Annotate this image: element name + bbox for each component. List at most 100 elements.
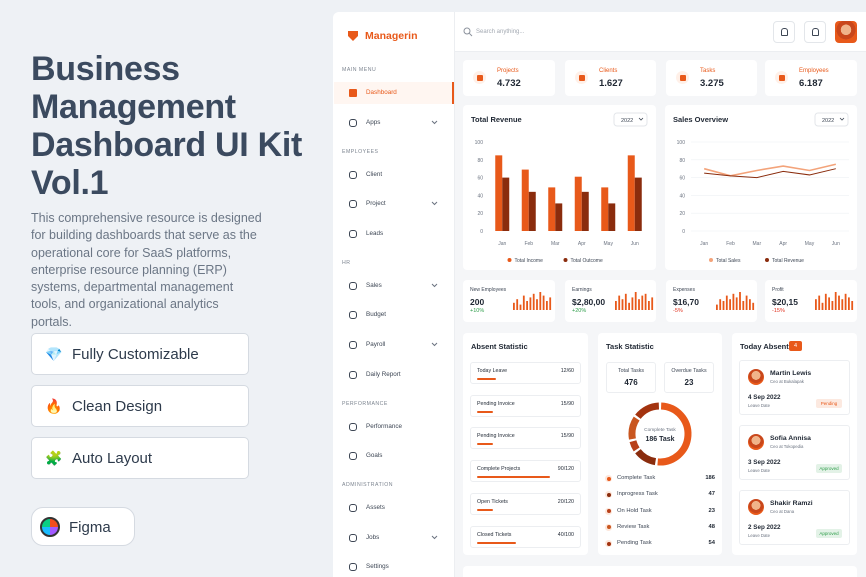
card-title: Absent Statistic bbox=[471, 342, 528, 351]
x-tick-label: May bbox=[604, 241, 614, 247]
y-tick-label: 20 bbox=[477, 211, 483, 217]
spark-bar bbox=[828, 297, 830, 310]
nav-active-indicator bbox=[452, 82, 454, 104]
spark-bar bbox=[742, 301, 745, 310]
kpi-card: Profit $20,15 -15% bbox=[765, 280, 857, 322]
nav-icon bbox=[349, 281, 357, 290]
feature-card: 🔥 Clean Design bbox=[31, 385, 249, 427]
person-role: Ceo at Bukalapak bbox=[770, 379, 804, 384]
spark-bar bbox=[848, 297, 850, 310]
feature-icon: 🧩 bbox=[45, 450, 63, 466]
nav-icon bbox=[349, 370, 357, 379]
card-title: Today Absent bbox=[740, 342, 789, 351]
absent-row: Pending Invoice 15/90 bbox=[470, 427, 581, 450]
user-avatar bbox=[835, 21, 857, 43]
nav-icon bbox=[349, 341, 357, 349]
kpi-change: -5% bbox=[673, 308, 683, 314]
bottom-card bbox=[463, 566, 857, 577]
absent-progress bbox=[477, 476, 550, 479]
feature-label: Auto Layout bbox=[72, 450, 153, 467]
search-lens bbox=[463, 27, 471, 35]
task-item-value: 186 bbox=[705, 475, 715, 481]
legend-swatch bbox=[709, 258, 713, 262]
legend-swatch bbox=[507, 258, 512, 262]
icon-button bbox=[773, 21, 795, 43]
person-name: Martin Lewis bbox=[770, 370, 812, 377]
absent-row: Open Tickets 20/120 bbox=[470, 492, 581, 515]
x-tick-label: Mar bbox=[753, 241, 762, 247]
donut-center-label: Complete Task bbox=[644, 427, 676, 433]
nav-item: Assets bbox=[366, 504, 385, 512]
task-dot-core bbox=[606, 525, 611, 530]
task-summary-label: Overdue Tasks bbox=[671, 368, 707, 374]
spark-bar bbox=[516, 299, 519, 310]
spark-bar bbox=[716, 304, 718, 310]
nav-item: Dashboard bbox=[366, 89, 397, 96]
chart-title: Sales Overview bbox=[673, 115, 728, 124]
figma-icon bbox=[40, 517, 60, 537]
nav-heading: PERFORMANCE bbox=[342, 400, 388, 407]
search-placeholder: Search anything... bbox=[476, 29, 525, 35]
year-select bbox=[613, 112, 648, 127]
year-select-label: 2022 bbox=[621, 118, 633, 124]
bar bbox=[528, 191, 536, 231]
stat-value: 1.627 bbox=[599, 78, 623, 89]
absent-progress bbox=[477, 443, 494, 446]
nav-item: Sales bbox=[366, 281, 382, 289]
spark-bar bbox=[644, 293, 647, 310]
task-item-label: On Hold Task bbox=[617, 507, 652, 514]
chart-title: Total Revenue bbox=[471, 115, 522, 124]
feature-icon: 🔥 bbox=[45, 398, 63, 414]
y-tick-label: 0 bbox=[480, 229, 483, 235]
stat-icon bbox=[575, 71, 588, 84]
chevron bbox=[431, 120, 438, 124]
nav-chevron bbox=[431, 342, 438, 347]
spark-bar bbox=[739, 292, 741, 310]
task-dot-core bbox=[606, 476, 611, 481]
y-tick-label: 20 bbox=[679, 211, 685, 217]
bar bbox=[634, 177, 642, 231]
spark-bar bbox=[532, 293, 535, 310]
logo-icon bbox=[348, 31, 358, 41]
spark-bar bbox=[542, 295, 545, 310]
absent-value: 40/100 bbox=[557, 531, 574, 538]
kpi-label: New Employees bbox=[470, 287, 507, 293]
x-tick-label: May bbox=[805, 241, 815, 247]
legend-label: Total Revenue bbox=[772, 258, 804, 264]
legend-label: Total Outcome bbox=[571, 258, 603, 264]
stat-value: 6.187 bbox=[799, 78, 823, 89]
top-bar bbox=[455, 12, 866, 52]
nav-icon bbox=[349, 200, 357, 209]
leave-date-label: Leave Date bbox=[748, 533, 770, 538]
person-role: Ceo at Dana bbox=[770, 509, 795, 514]
absent-row: Closed Tickets 40/100 bbox=[470, 525, 581, 548]
kpi-label: Expenses bbox=[673, 287, 695, 293]
task-dot bbox=[605, 540, 612, 548]
task-dot-core bbox=[606, 492, 611, 497]
nav-item: Performance bbox=[366, 422, 403, 430]
status-badge: Approved bbox=[816, 464, 842, 473]
task-dot bbox=[605, 523, 612, 531]
stat-icon bbox=[775, 71, 788, 84]
kpi-card: New Employees 200 +10% bbox=[463, 280, 555, 322]
kpi-sparkline bbox=[815, 292, 854, 310]
year-chevron bbox=[839, 117, 845, 121]
stat-label: Clients bbox=[599, 68, 618, 74]
spark-bar bbox=[735, 297, 738, 310]
stat-icon-dot bbox=[578, 74, 585, 81]
x-tick-label: Jan bbox=[498, 241, 506, 247]
leave-date-label: Leave Date bbox=[748, 403, 770, 408]
spark-bar bbox=[851, 301, 854, 310]
spark-bar bbox=[725, 295, 728, 310]
task-dot-core bbox=[606, 541, 611, 546]
donut-segment bbox=[657, 402, 692, 466]
nav-item: Goals bbox=[366, 452, 383, 460]
chevron bbox=[431, 283, 438, 288]
nav-heading: HR bbox=[342, 259, 351, 266]
absent-value: 15/90 bbox=[560, 433, 574, 440]
kpi-change: +20% bbox=[572, 308, 587, 314]
person-name: Shakir Ramzi bbox=[770, 500, 813, 507]
kpi-sparkline bbox=[716, 292, 755, 310]
year-chevron bbox=[638, 117, 644, 121]
nav-icon bbox=[349, 533, 357, 542]
